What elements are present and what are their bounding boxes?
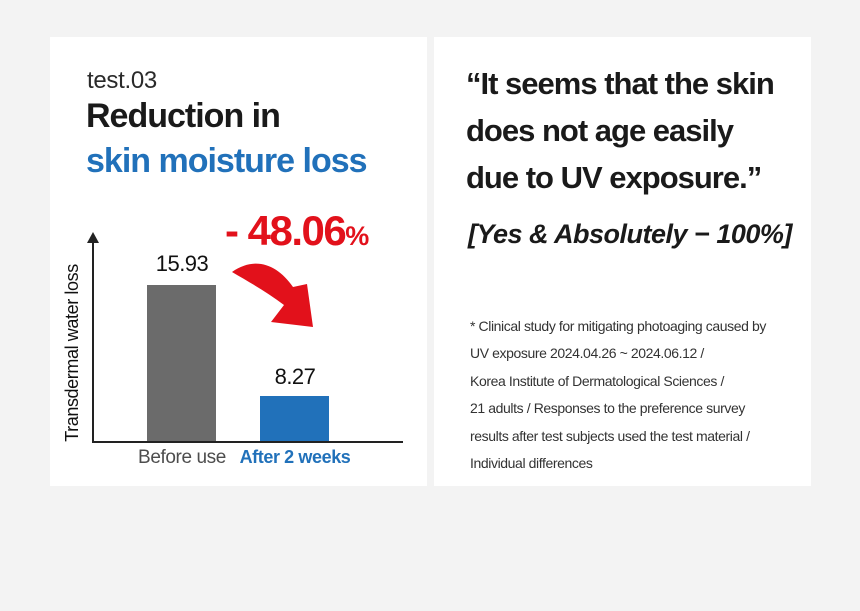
y-axis-line	[92, 242, 94, 442]
quote-line-2: does not age easily	[466, 113, 734, 148]
category-label-before: Before use	[138, 447, 226, 468]
study-footnote: * Clinical study for mitigating photoagi…	[470, 313, 766, 477]
survey-answer: [Yes & Absolutely − 100%]	[468, 219, 792, 249]
quote-line-1: “It seems that the skin	[466, 66, 775, 101]
y-axis-arrowhead-icon	[87, 232, 99, 243]
footnote-line-3: Korea Institute of Dermatological Scienc…	[470, 372, 724, 389]
footnote-line-6: Individual differences	[470, 455, 593, 472]
reduction-percentage: - 48.06%	[225, 208, 369, 254]
bar-value-after: 8.27	[274, 364, 316, 389]
quote-line-3: due to UV exposure.”	[466, 160, 762, 195]
title-line-2: skin moisture loss	[86, 142, 368, 180]
bar-value-before: 15.93	[155, 251, 209, 276]
footnote-line-2: UV exposure 2024.04.26 ~ 2024.06.12 /	[470, 345, 704, 362]
bar-before-use	[147, 285, 216, 441]
chart-card: test.03 Reduction in skin moisture loss …	[50, 37, 427, 486]
decrease-arrow-icon	[232, 263, 313, 327]
y-axis-label: Transdermal water loss	[62, 264, 82, 442]
testimonial-quote: “It seems that the skin does not age eas…	[466, 60, 775, 201]
footnote-line-1: * Clinical study for mitigating photoagi…	[470, 318, 766, 334]
bar-chart: Transdermal water loss 15.93 8.27 Before…	[50, 37, 427, 486]
footnote-line-5: results after test subjects used the tes…	[470, 427, 750, 444]
x-axis-line	[92, 441, 403, 443]
bar-after-2-weeks	[260, 396, 329, 441]
reduction-unit: %	[345, 221, 369, 251]
title-line-1: Reduction in	[86, 97, 281, 135]
quote-card: “It seems that the skin does not age eas…	[434, 37, 811, 486]
reduction-value: - 48.06	[225, 207, 347, 254]
test-number-label: test.03	[87, 67, 157, 94]
footnote-line-4: 21 adults / Responses to the preference …	[470, 400, 745, 417]
category-label-after: After 2 weeks	[239, 447, 351, 467]
